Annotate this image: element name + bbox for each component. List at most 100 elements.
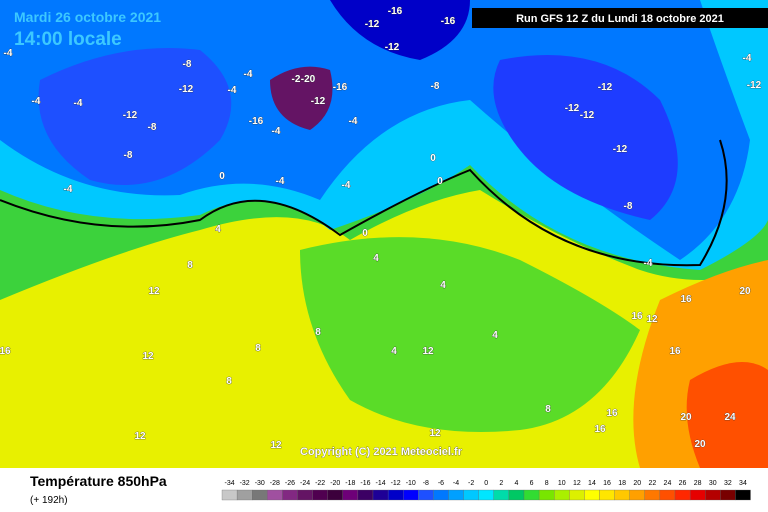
map-label: -16: [441, 16, 456, 27]
map-label: -12: [565, 103, 580, 114]
legend-label: -32: [240, 480, 250, 487]
legend-label: -12: [391, 480, 401, 487]
map-label: -4: [32, 96, 41, 107]
map-label: -4: [349, 116, 358, 127]
map-labels: -16-16-12-12-8-12-4-4-2 -20-16-12-12-8-4-…: [0, 6, 762, 452]
legend-label: 26: [679, 480, 687, 487]
green-field: [300, 237, 640, 432]
map-label: -12: [385, 42, 400, 53]
legend-label: -14: [375, 480, 385, 487]
map-label: 8: [187, 260, 193, 271]
colorbar: -34 -32 -30 -28 -26 -24 -22 -20 -18 -16 -14 -12 -10-…: [221, 480, 751, 501]
legend-label: -16: [360, 480, 370, 487]
map-label: -4: [244, 69, 253, 80]
map-label: -12: [123, 110, 138, 121]
legend-swatch: [387, 489, 404, 501]
map-label: 20: [739, 286, 751, 297]
legend-label: 22: [648, 480, 656, 487]
map-label: 20: [694, 439, 706, 450]
legend-label: -30: [255, 480, 265, 487]
map-label: 12: [646, 314, 658, 325]
legend-label: 30: [709, 480, 717, 487]
legend-swatch: [614, 489, 630, 501]
map-label: -16: [249, 116, 264, 127]
map-label: -16: [388, 6, 403, 17]
map-label: -4: [743, 53, 752, 64]
map-label: 0: [430, 153, 436, 164]
legend-swatch: [493, 489, 510, 501]
legend-swatch: [221, 489, 238, 501]
legend-swatch: [252, 489, 268, 501]
map-label: 0: [437, 176, 443, 187]
legend-label: 12: [573, 480, 581, 487]
legend-label: 2: [499, 480, 503, 487]
map-label: 8: [315, 327, 321, 338]
map-label: -2: [292, 74, 301, 85]
map-label: -4: [342, 180, 351, 191]
legend-label: -28: [270, 480, 280, 487]
legend-label: -20: [330, 480, 340, 487]
cold-core-west: [38, 48, 232, 185]
legend-swatch: [659, 489, 676, 501]
map-label: -4: [228, 85, 237, 96]
legend-label: 14: [588, 480, 596, 487]
map-label: -12: [598, 82, 613, 93]
legend-swatch: [357, 489, 374, 501]
legend-label: 32: [724, 480, 732, 487]
run-box: [472, 8, 768, 28]
legend-swatch: [236, 489, 253, 501]
legend-label: 0: [484, 480, 488, 487]
legend-label: -18: [345, 480, 355, 487]
legend-swatch: [689, 489, 706, 501]
map-label: 4: [440, 280, 446, 291]
hot-core: [686, 362, 768, 468]
legend-swatch: [705, 489, 721, 501]
map-label: -12: [613, 144, 628, 155]
legend-label: 34: [739, 480, 747, 487]
legend-swatch: [523, 489, 540, 501]
legend-swatch: [644, 489, 661, 501]
legend-swatch: [478, 489, 494, 501]
legend-swatch: [569, 489, 585, 501]
legend-label: 6: [530, 480, 534, 487]
legend-label: 16: [603, 480, 611, 487]
legend-label: -22: [315, 480, 325, 487]
map-label: 24: [724, 412, 736, 423]
legend-swatch: [735, 489, 751, 501]
legend-swatch: [297, 489, 313, 501]
legend-title: Température 850hPa: [30, 473, 167, 489]
map-label: -4: [644, 258, 653, 269]
legend-swatch: [674, 489, 691, 501]
legend-label: 24: [664, 480, 672, 487]
legend-label: -10: [406, 480, 416, 487]
map-label: -12: [365, 19, 380, 30]
map-label: 16: [669, 346, 681, 357]
map-label: -12: [747, 80, 762, 91]
map-label: 4: [215, 224, 221, 235]
cold-core-east: [493, 55, 678, 220]
map-label: 8: [255, 343, 261, 354]
legend-label: 8: [545, 480, 549, 487]
map-label: 16: [606, 408, 618, 419]
legend-swatch: [372, 489, 389, 501]
legend-swatch: [312, 489, 328, 501]
legend-swatch: [629, 489, 645, 501]
map-label: -4: [74, 98, 83, 109]
cold-core-north: [330, 0, 470, 60]
forecast-date: Mardi 26 octobre 2021: [14, 9, 161, 25]
legend-swatch: [584, 489, 600, 501]
map-label: -4: [272, 126, 281, 137]
legend-label: -24: [300, 480, 310, 487]
legend-label: -8: [423, 480, 429, 487]
legend-swatch: [720, 489, 736, 501]
map-label: 16: [631, 311, 643, 322]
copyright: Copyright (C) 2021 Meteociel.fr: [300, 446, 463, 458]
map-label: 8: [545, 404, 551, 415]
map-label: 4: [492, 330, 498, 341]
legend-swatch: [403, 489, 419, 501]
map-label: 12: [270, 440, 282, 451]
legend-label: 18: [618, 480, 626, 487]
zero-isotherm: [0, 139, 728, 267]
map-label: 0: [219, 171, 225, 182]
